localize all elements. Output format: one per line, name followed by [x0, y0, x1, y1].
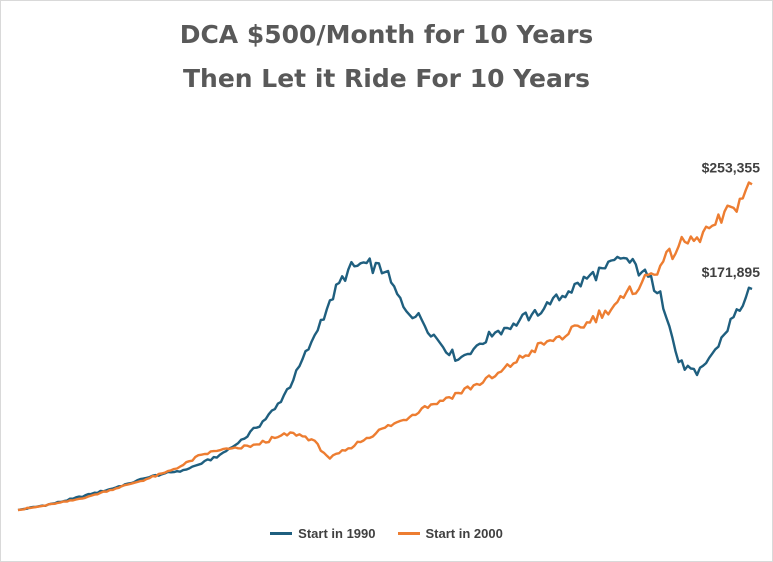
chart-title-line-2: Then Let it Ride For 10 Years: [182, 64, 591, 93]
series-line-start-1990: [17, 255, 753, 512]
data-label-start-1990: $171,895: [702, 264, 761, 280]
chart-title-line-1: DCA $500/Month for 10 Years: [179, 20, 594, 49]
series-line-start-2000: [17, 181, 753, 512]
legend-label-start-2000: Start in 2000: [425, 526, 503, 541]
legend-item-start-1990: Start in 1990: [270, 526, 376, 541]
legend: Start in 1990 Start in 2000: [0, 526, 773, 541]
legend-label-start-1990: Start in 1990: [298, 526, 376, 541]
legend-item-start-2000: Start in 2000: [397, 526, 503, 541]
legend-swatch-start-2000: [397, 532, 420, 535]
data-label-start-2000: $253,355: [702, 159, 761, 175]
legend-swatch-start-1990: [270, 532, 293, 535]
